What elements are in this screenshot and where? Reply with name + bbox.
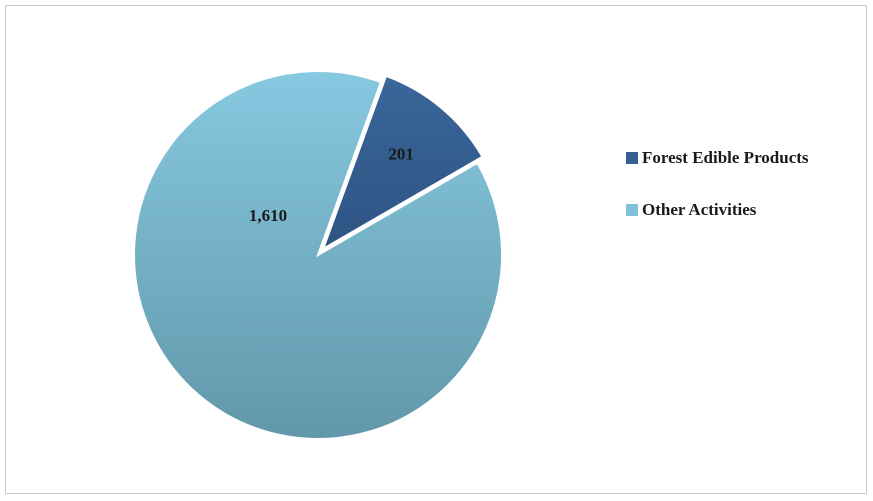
legend-label: Other Activities <box>642 200 757 219</box>
legend-swatch <box>626 152 638 164</box>
slice-other-activities <box>133 70 503 440</box>
legend: Forest Edible Products Other Activities <box>626 146 809 250</box>
legend-item-other-activities: Other Activities <box>626 198 809 222</box>
legend-item-forest-edible-products: Forest Edible Products <box>626 146 809 170</box>
legend-swatch <box>626 204 638 216</box>
data-label-forest-edible-products: 201 <box>388 145 414 164</box>
slice-forest-edible-products <box>321 74 484 252</box>
data-label-other-activities: 1,610 <box>249 206 287 225</box>
legend-label: Forest Edible Products <box>642 148 809 167</box>
